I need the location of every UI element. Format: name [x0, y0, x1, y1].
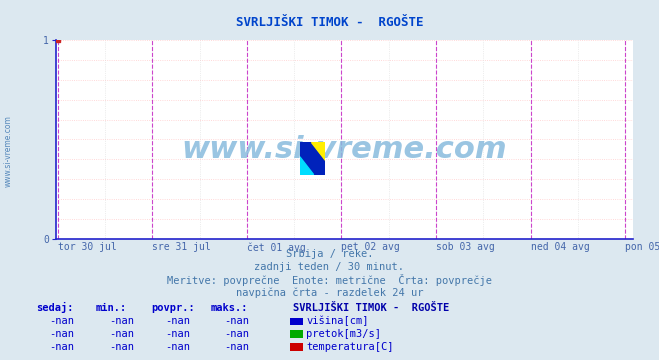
Text: Srbija / reke.: Srbija / reke.: [286, 249, 373, 259]
Text: -nan: -nan: [109, 329, 134, 339]
Polygon shape: [300, 157, 314, 175]
Text: maks.:: maks.:: [211, 303, 248, 313]
Text: -nan: -nan: [224, 342, 249, 352]
Text: -nan: -nan: [49, 316, 74, 326]
Text: -nan: -nan: [49, 329, 74, 339]
Text: -nan: -nan: [165, 329, 190, 339]
Text: pretok[m3/s]: pretok[m3/s]: [306, 329, 382, 339]
Text: -nan: -nan: [224, 329, 249, 339]
Text: temperatura[C]: temperatura[C]: [306, 342, 394, 352]
Text: povpr.:: povpr.:: [152, 303, 195, 313]
Text: -nan: -nan: [109, 316, 134, 326]
Text: -nan: -nan: [224, 316, 249, 326]
Text: -nan: -nan: [165, 342, 190, 352]
Text: sedaj:: sedaj:: [36, 302, 74, 313]
Text: www.si-vreme.com: www.si-vreme.com: [3, 115, 13, 187]
Text: navpična črta - razdelek 24 ur: navpična črta - razdelek 24 ur: [236, 287, 423, 298]
Text: višina[cm]: višina[cm]: [306, 316, 369, 326]
Text: SVRLJIŠKI TIMOK -  RGOŠTE: SVRLJIŠKI TIMOK - RGOŠTE: [236, 16, 423, 29]
Text: -nan: -nan: [109, 342, 134, 352]
Text: -nan: -nan: [165, 316, 190, 326]
Text: www.si-vreme.com: www.si-vreme.com: [181, 135, 507, 164]
Text: Meritve: povprečne  Enote: metrične  Črta: povprečje: Meritve: povprečne Enote: metrične Črta:…: [167, 274, 492, 286]
Text: zadnji teden / 30 minut.: zadnji teden / 30 minut.: [254, 262, 405, 272]
Polygon shape: [311, 142, 325, 160]
Text: min.:: min.:: [96, 303, 127, 313]
Text: SVRLJIŠKI TIMOK -  RGOŠTE: SVRLJIŠKI TIMOK - RGOŠTE: [293, 303, 449, 313]
Polygon shape: [300, 142, 325, 175]
Text: -nan: -nan: [49, 342, 74, 352]
